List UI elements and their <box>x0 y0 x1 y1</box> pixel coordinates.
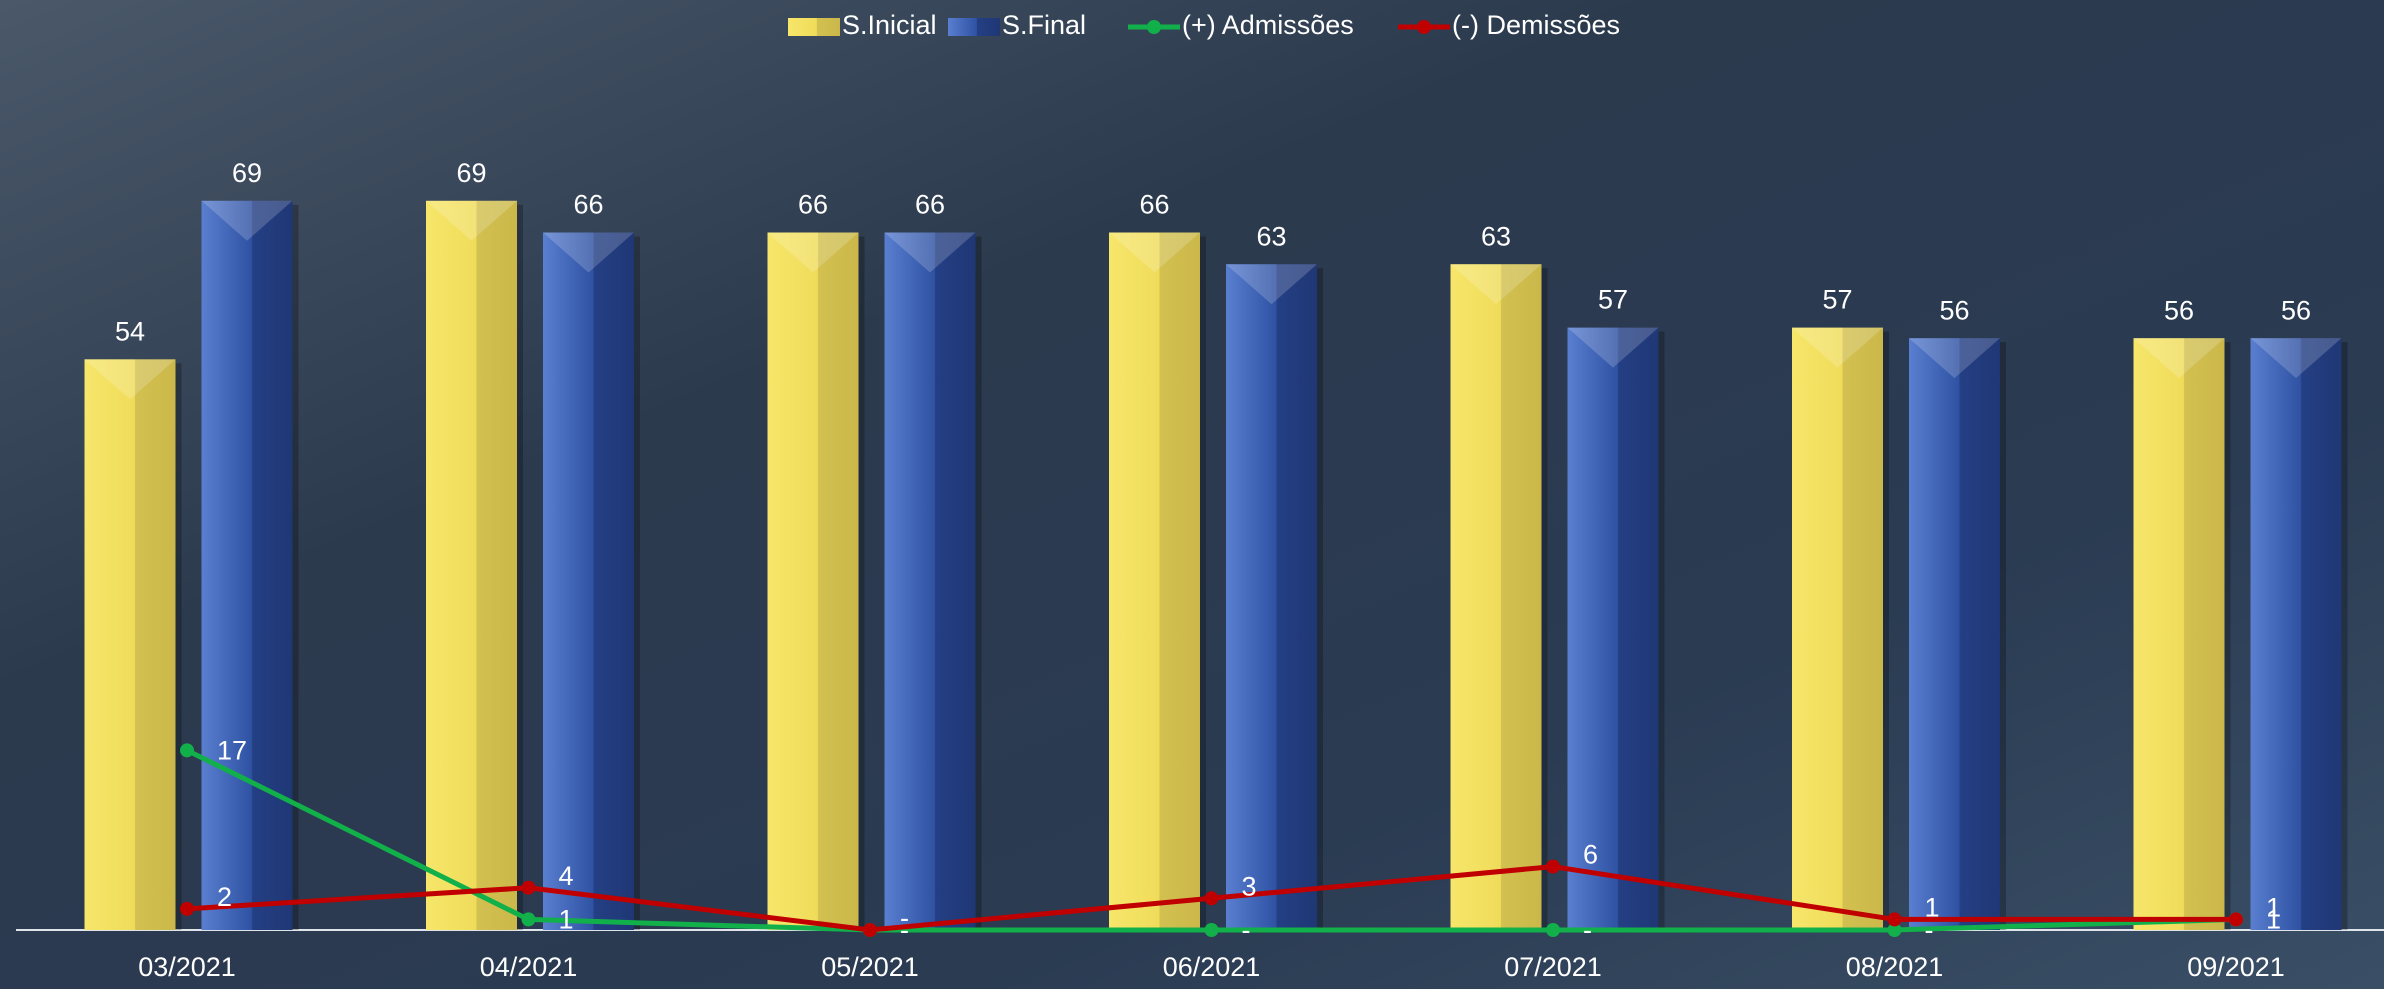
bar-bevel <box>1909 338 2000 379</box>
bar <box>426 200 517 930</box>
line-value-label: 1 <box>2266 893 2281 923</box>
bar-bevel <box>1226 264 1317 305</box>
legend-swatch <box>948 18 1000 36</box>
legend-label: (-) Demissões <box>1452 10 1620 40</box>
bar-value-label: 66 <box>573 190 603 220</box>
bar <box>2133 338 2225 930</box>
line-value-label: 2 <box>217 882 232 912</box>
bar-value-label: 57 <box>1822 285 1852 315</box>
bar <box>1450 264 1542 930</box>
line-point <box>180 901 194 916</box>
bar-value-label: 56 <box>2281 295 2311 325</box>
bar-value-label: 66 <box>1139 190 1169 220</box>
line-value-label: - <box>900 903 909 933</box>
line-point <box>1887 912 1902 927</box>
x-tick-label: 07/2021 <box>1504 952 1602 982</box>
x-tick-label: 06/2021 <box>1163 952 1261 982</box>
x-tick-label: 04/2021 <box>480 952 578 982</box>
line-point <box>521 880 536 895</box>
bar <box>884 232 976 930</box>
bar-value-label: 69 <box>456 158 486 188</box>
bar-bevel <box>2250 338 2342 379</box>
line-value-label: 6 <box>1583 840 1598 870</box>
bar <box>1567 327 1659 930</box>
line-point <box>1204 891 1219 906</box>
bar-value-label: 66 <box>798 190 828 220</box>
line-value-label: 17 <box>217 735 247 765</box>
line-value-label: 1 <box>2266 905 2281 935</box>
bar-bevel <box>543 232 634 273</box>
x-tick-label: 05/2021 <box>821 952 919 982</box>
bar-value-label: 66 <box>915 190 945 220</box>
line-value-label: - <box>1925 915 1934 945</box>
bar-bevel <box>1109 232 1200 273</box>
bar-bevel <box>2133 338 2225 379</box>
bar <box>2250 338 2342 930</box>
line-point <box>1546 859 1560 874</box>
bar <box>84 359 176 930</box>
bar <box>201 200 293 930</box>
bar-bevel <box>84 359 176 400</box>
bar <box>543 232 634 930</box>
x-tick-label: 08/2021 <box>1846 952 1944 982</box>
bar <box>1226 264 1317 930</box>
bar-value-label: 54 <box>115 316 145 346</box>
legend: S.Inicial S.Final (+) Admissões (-) Demissõ… <box>788 10 1620 40</box>
bar-bevel <box>884 232 976 273</box>
line-value-label: 4 <box>559 861 574 891</box>
bar <box>767 232 859 930</box>
line-value-label: - <box>1242 915 1251 945</box>
bar-bevel <box>426 200 517 241</box>
bar-bevel <box>1450 264 1542 305</box>
bar-bevel <box>1567 327 1659 368</box>
line-point <box>1204 923 1219 937</box>
bar-value-label: 63 <box>1256 221 1286 251</box>
bar-value-label: 57 <box>1598 285 1628 315</box>
bar-value-label: 63 <box>1481 221 1511 251</box>
line-value-label: 1 <box>1925 893 1940 923</box>
line-value-label: 1 <box>559 905 574 935</box>
bar-bevel <box>201 200 293 241</box>
bar <box>1792 327 1883 930</box>
legend-swatch-point <box>1147 20 1161 34</box>
bar-bevel <box>767 232 859 273</box>
line-value-label: - <box>900 915 909 945</box>
bar-value-label: 56 <box>1939 295 1969 325</box>
bar-value-label: 69 <box>232 158 262 188</box>
line-point <box>1546 923 1560 937</box>
line-value-label: - <box>1583 915 1592 945</box>
x-tick-label: 09/2021 <box>2187 952 2285 982</box>
legend-label: S.Final <box>1002 10 1086 40</box>
legend-swatch <box>788 18 840 36</box>
bar <box>1109 232 1200 930</box>
legend-label: (+) Admissões <box>1182 10 1354 40</box>
line-value-label: 3 <box>1242 871 1257 901</box>
line-point <box>2229 912 2243 927</box>
bar-value-label: 56 <box>2164 295 2194 325</box>
line-point <box>180 743 194 758</box>
legend-swatch-point <box>1417 20 1431 34</box>
line-point <box>521 912 536 927</box>
legend-label: S.Inicial <box>842 10 937 40</box>
line-point <box>1887 923 1902 937</box>
x-tick-label: 03/2021 <box>138 952 236 982</box>
bar <box>1909 338 2000 930</box>
bar-bevel <box>1792 327 1883 368</box>
line-point <box>863 923 877 937</box>
